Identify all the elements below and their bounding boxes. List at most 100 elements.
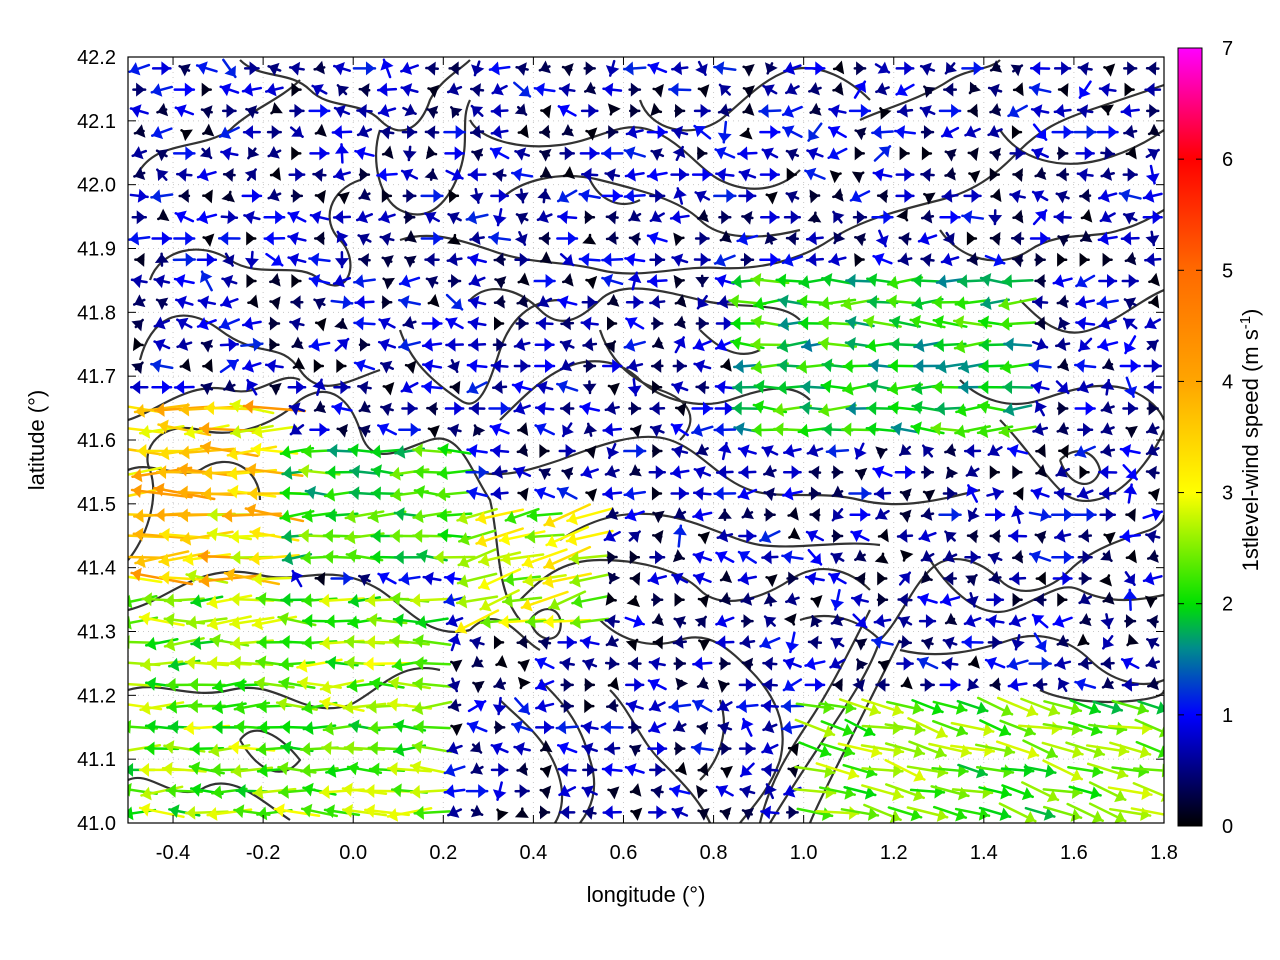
wind-vector (565, 529, 614, 546)
wind-vector (449, 106, 463, 119)
wind-vector (715, 635, 735, 650)
wind-vector (1031, 147, 1049, 161)
wind-vector (1146, 103, 1160, 118)
wind-vector (693, 466, 712, 480)
wind-vector (804, 571, 825, 586)
wind-vector (718, 656, 731, 671)
contour-line (469, 287, 801, 322)
wind-vector (693, 359, 712, 373)
wind-vector (490, 486, 509, 501)
wind-vector (557, 635, 578, 650)
wind-vector (1076, 486, 1094, 500)
wind-vector (288, 402, 306, 416)
wind-vector (1029, 550, 1052, 564)
wind-vector (794, 718, 836, 739)
wind-vector (828, 572, 847, 585)
wind-vector (989, 231, 1001, 246)
wind-vector (465, 210, 489, 225)
wind-vector (739, 127, 753, 140)
wind-vector (698, 639, 711, 652)
wind-vector (289, 317, 305, 331)
wind-vector (203, 401, 255, 416)
wind-vector (1123, 297, 1137, 310)
wind-vector (1032, 422, 1049, 436)
wind-vector (424, 168, 439, 181)
wind-vector (720, 765, 733, 779)
wind-vector (312, 167, 327, 182)
wind-vector (493, 294, 506, 309)
wind-vector (514, 231, 528, 246)
wind-vector (900, 549, 914, 562)
contour-line (999, 129, 1164, 165)
wind-vector (920, 253, 935, 268)
wind-vector (921, 444, 935, 458)
wind-vector (1143, 380, 1162, 395)
wind-vector (807, 635, 823, 650)
wind-vector (1103, 531, 1116, 545)
wind-vector (457, 548, 497, 569)
wind-vector (695, 60, 708, 76)
wind-vector (1078, 571, 1092, 586)
wind-vector (646, 167, 668, 182)
wind-vector (606, 125, 619, 140)
wind-vector (967, 147, 979, 162)
wind-vector (785, 231, 799, 246)
wind-vector (516, 443, 529, 457)
wind-vector (314, 189, 326, 204)
wind-vector (466, 486, 488, 501)
wind-vector (489, 146, 510, 160)
wind-vector (1122, 317, 1138, 330)
wind-vector (242, 359, 262, 373)
wind-vector (899, 488, 912, 502)
wind-vectors (128, 58, 1164, 823)
wind-vector (467, 699, 487, 713)
wind-vector (202, 123, 215, 137)
wind-vector (514, 188, 529, 204)
wind-vector (805, 252, 825, 267)
wind-vector (886, 700, 924, 715)
x-tick-label: 0.8 (700, 842, 728, 864)
wind-vector (605, 506, 619, 520)
wind-vector (939, 677, 961, 692)
wind-vector (831, 485, 844, 499)
wind-vector (1065, 741, 1106, 759)
wind-vector (907, 717, 948, 739)
wind-vector (493, 677, 507, 691)
wind-vector (989, 103, 1002, 117)
wind-vector (1120, 103, 1140, 118)
wind-vector (923, 192, 936, 205)
wind-vector (938, 103, 962, 118)
wind-vector (421, 380, 443, 395)
wind-vector (944, 61, 958, 75)
wind-vector (738, 529, 757, 544)
wind-vector (556, 380, 579, 394)
wind-vector (539, 444, 550, 459)
wind-vector (986, 592, 1005, 607)
wind-vector (1077, 61, 1093, 76)
wind-vector (1006, 444, 1029, 458)
wind-vector (427, 293, 440, 308)
wind-vector (538, 467, 552, 481)
wind-vector (153, 274, 171, 289)
wind-vector (535, 380, 554, 395)
wind-vector (380, 402, 394, 417)
colorbar-label-text: 1stlevel-wind speed (m s (1238, 329, 1263, 571)
wind-vector (246, 231, 257, 246)
x-tick-label: 0.4 (519, 842, 547, 864)
wind-vector (759, 636, 781, 650)
wind-vector (715, 614, 735, 628)
wind-vector (583, 61, 596, 76)
wind-vector (244, 250, 259, 269)
wind-vector (230, 655, 274, 670)
wind-vector (398, 571, 421, 586)
wind-vector (783, 613, 797, 626)
wind-vector (355, 210, 374, 224)
wind-vector (1098, 316, 1117, 330)
wind-vector (447, 423, 462, 438)
wind-vector (693, 124, 712, 140)
wind-vector (1007, 104, 1028, 118)
wind-vector (402, 315, 417, 330)
wind-vector (832, 60, 845, 75)
wind-vector (309, 210, 330, 225)
wind-vector (263, 210, 286, 225)
